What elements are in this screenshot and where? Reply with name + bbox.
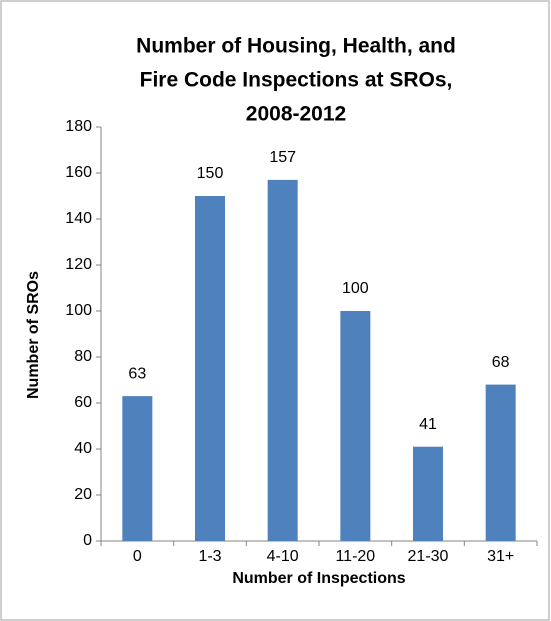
y-tick-label: 100 bbox=[65, 302, 92, 319]
bar bbox=[485, 384, 516, 541]
y-tick-label: 0 bbox=[83, 532, 92, 549]
y-tick-label: 120 bbox=[65, 256, 92, 273]
y-tick-label: 80 bbox=[74, 348, 92, 365]
data-label: 68 bbox=[492, 354, 510, 371]
data-label: 63 bbox=[128, 365, 146, 382]
chart-title: 2008-2012 bbox=[246, 103, 346, 126]
x-tick-label: 4-10 bbox=[267, 548, 299, 565]
chart-title: Fire Code Inspections at SROs, bbox=[140, 69, 453, 92]
x-tick-label: 1-3 bbox=[198, 548, 221, 565]
y-tick-label: 60 bbox=[74, 394, 92, 411]
data-label: 41 bbox=[419, 416, 437, 433]
bar bbox=[413, 446, 443, 541]
y-tick-label: 180 bbox=[65, 118, 92, 135]
y-tick-label: 20 bbox=[74, 486, 92, 503]
bar bbox=[267, 179, 298, 541]
x-tick-label: 0 bbox=[133, 548, 142, 565]
x-axis-title: Number of Inspections bbox=[232, 570, 405, 587]
bar bbox=[122, 396, 153, 541]
data-label: 157 bbox=[269, 149, 296, 166]
x-tick-label: 31+ bbox=[487, 548, 514, 565]
bar bbox=[195, 196, 225, 541]
y-axis-title: Number of SROs bbox=[25, 271, 42, 399]
y-tick-label: 160 bbox=[65, 164, 92, 181]
x-tick-label: 21-30 bbox=[408, 548, 449, 565]
bar bbox=[340, 311, 371, 541]
data-label: 150 bbox=[197, 165, 224, 182]
x-tick-label: 11-20 bbox=[335, 548, 375, 565]
data-label: 100 bbox=[342, 280, 369, 297]
y-tick-label: 40 bbox=[74, 440, 92, 457]
y-tick-label: 140 bbox=[65, 210, 92, 227]
chart-title: Number of Housing, Health, and bbox=[136, 35, 456, 58]
